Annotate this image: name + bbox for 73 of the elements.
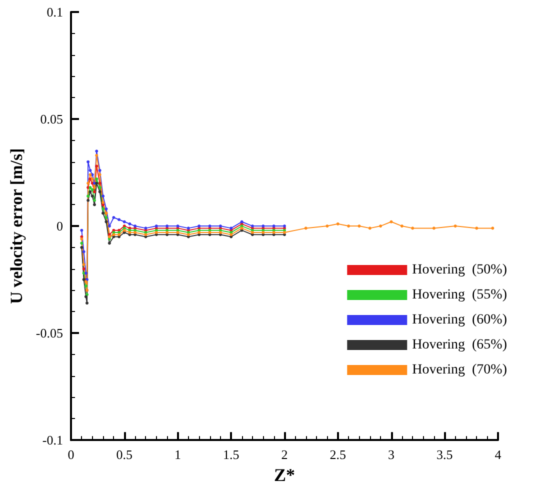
legend-label: Hovering (55%) <box>412 288 508 302</box>
point <box>411 226 414 230</box>
point <box>86 302 89 305</box>
point <box>347 224 350 228</box>
y-tick-label: 0.05 <box>40 112 63 127</box>
point <box>108 224 111 228</box>
point <box>80 242 84 245</box>
point <box>102 194 105 198</box>
point <box>86 182 90 185</box>
y-tick-label: 0 <box>56 218 63 234</box>
x-tick-label: 3.5 <box>436 447 453 462</box>
point <box>95 150 98 153</box>
x-tick-label: 3 <box>388 447 394 462</box>
point <box>92 203 96 206</box>
point <box>95 154 98 157</box>
x-tick-label: 0 <box>68 447 74 462</box>
point <box>400 224 404 228</box>
point <box>358 224 361 228</box>
legend-label: Hovering (60%) <box>412 312 508 328</box>
point <box>118 218 121 222</box>
point <box>390 220 393 224</box>
y-tick-label: -0.05 <box>36 326 63 341</box>
point <box>491 226 494 230</box>
point <box>104 216 108 219</box>
y-tick-label: 0.1 <box>46 4 63 20</box>
point <box>92 198 96 202</box>
point <box>304 226 308 230</box>
point <box>102 212 105 215</box>
point <box>98 173 102 176</box>
point <box>326 224 329 228</box>
point <box>475 226 478 230</box>
point <box>90 194 94 198</box>
point <box>368 226 372 230</box>
point <box>379 224 382 228</box>
x-tick-label: 0.5 <box>116 447 132 462</box>
point <box>82 263 86 266</box>
legend-label: Hovering (65%) <box>412 338 508 352</box>
x-tick-label: 1.5 <box>223 447 240 462</box>
point <box>336 222 340 226</box>
legend-label: Hovering (70%) <box>412 362 508 378</box>
y-tick-label: -0.1 <box>42 432 63 448</box>
y-axis-title: U velocity error [m/s] <box>7 148 26 304</box>
x-tick-label: 2 <box>281 447 288 462</box>
point <box>104 207 108 210</box>
point <box>98 182 102 185</box>
x-axis-title: Z* <box>274 465 296 485</box>
point <box>86 160 90 164</box>
point <box>95 182 98 185</box>
point <box>86 198 90 202</box>
point <box>454 224 457 228</box>
x-tick-label: 2.5 <box>330 447 346 462</box>
point <box>82 267 86 270</box>
point <box>82 250 86 254</box>
legend-label: Hovering (50%) <box>412 262 508 278</box>
point <box>102 207 105 210</box>
point <box>104 220 108 224</box>
point <box>108 242 111 245</box>
point <box>95 177 98 180</box>
point <box>98 168 102 172</box>
point <box>98 190 102 194</box>
point <box>122 220 126 224</box>
point <box>86 194 90 198</box>
x-tick-label: 4 <box>494 447 502 462</box>
point <box>80 246 84 249</box>
x-tick-label: 1 <box>174 447 181 462</box>
point <box>95 164 98 168</box>
point <box>128 222 132 226</box>
point <box>84 284 88 288</box>
point <box>432 226 436 230</box>
point <box>80 228 84 232</box>
point <box>98 186 102 190</box>
point <box>112 216 116 219</box>
point <box>88 168 92 172</box>
